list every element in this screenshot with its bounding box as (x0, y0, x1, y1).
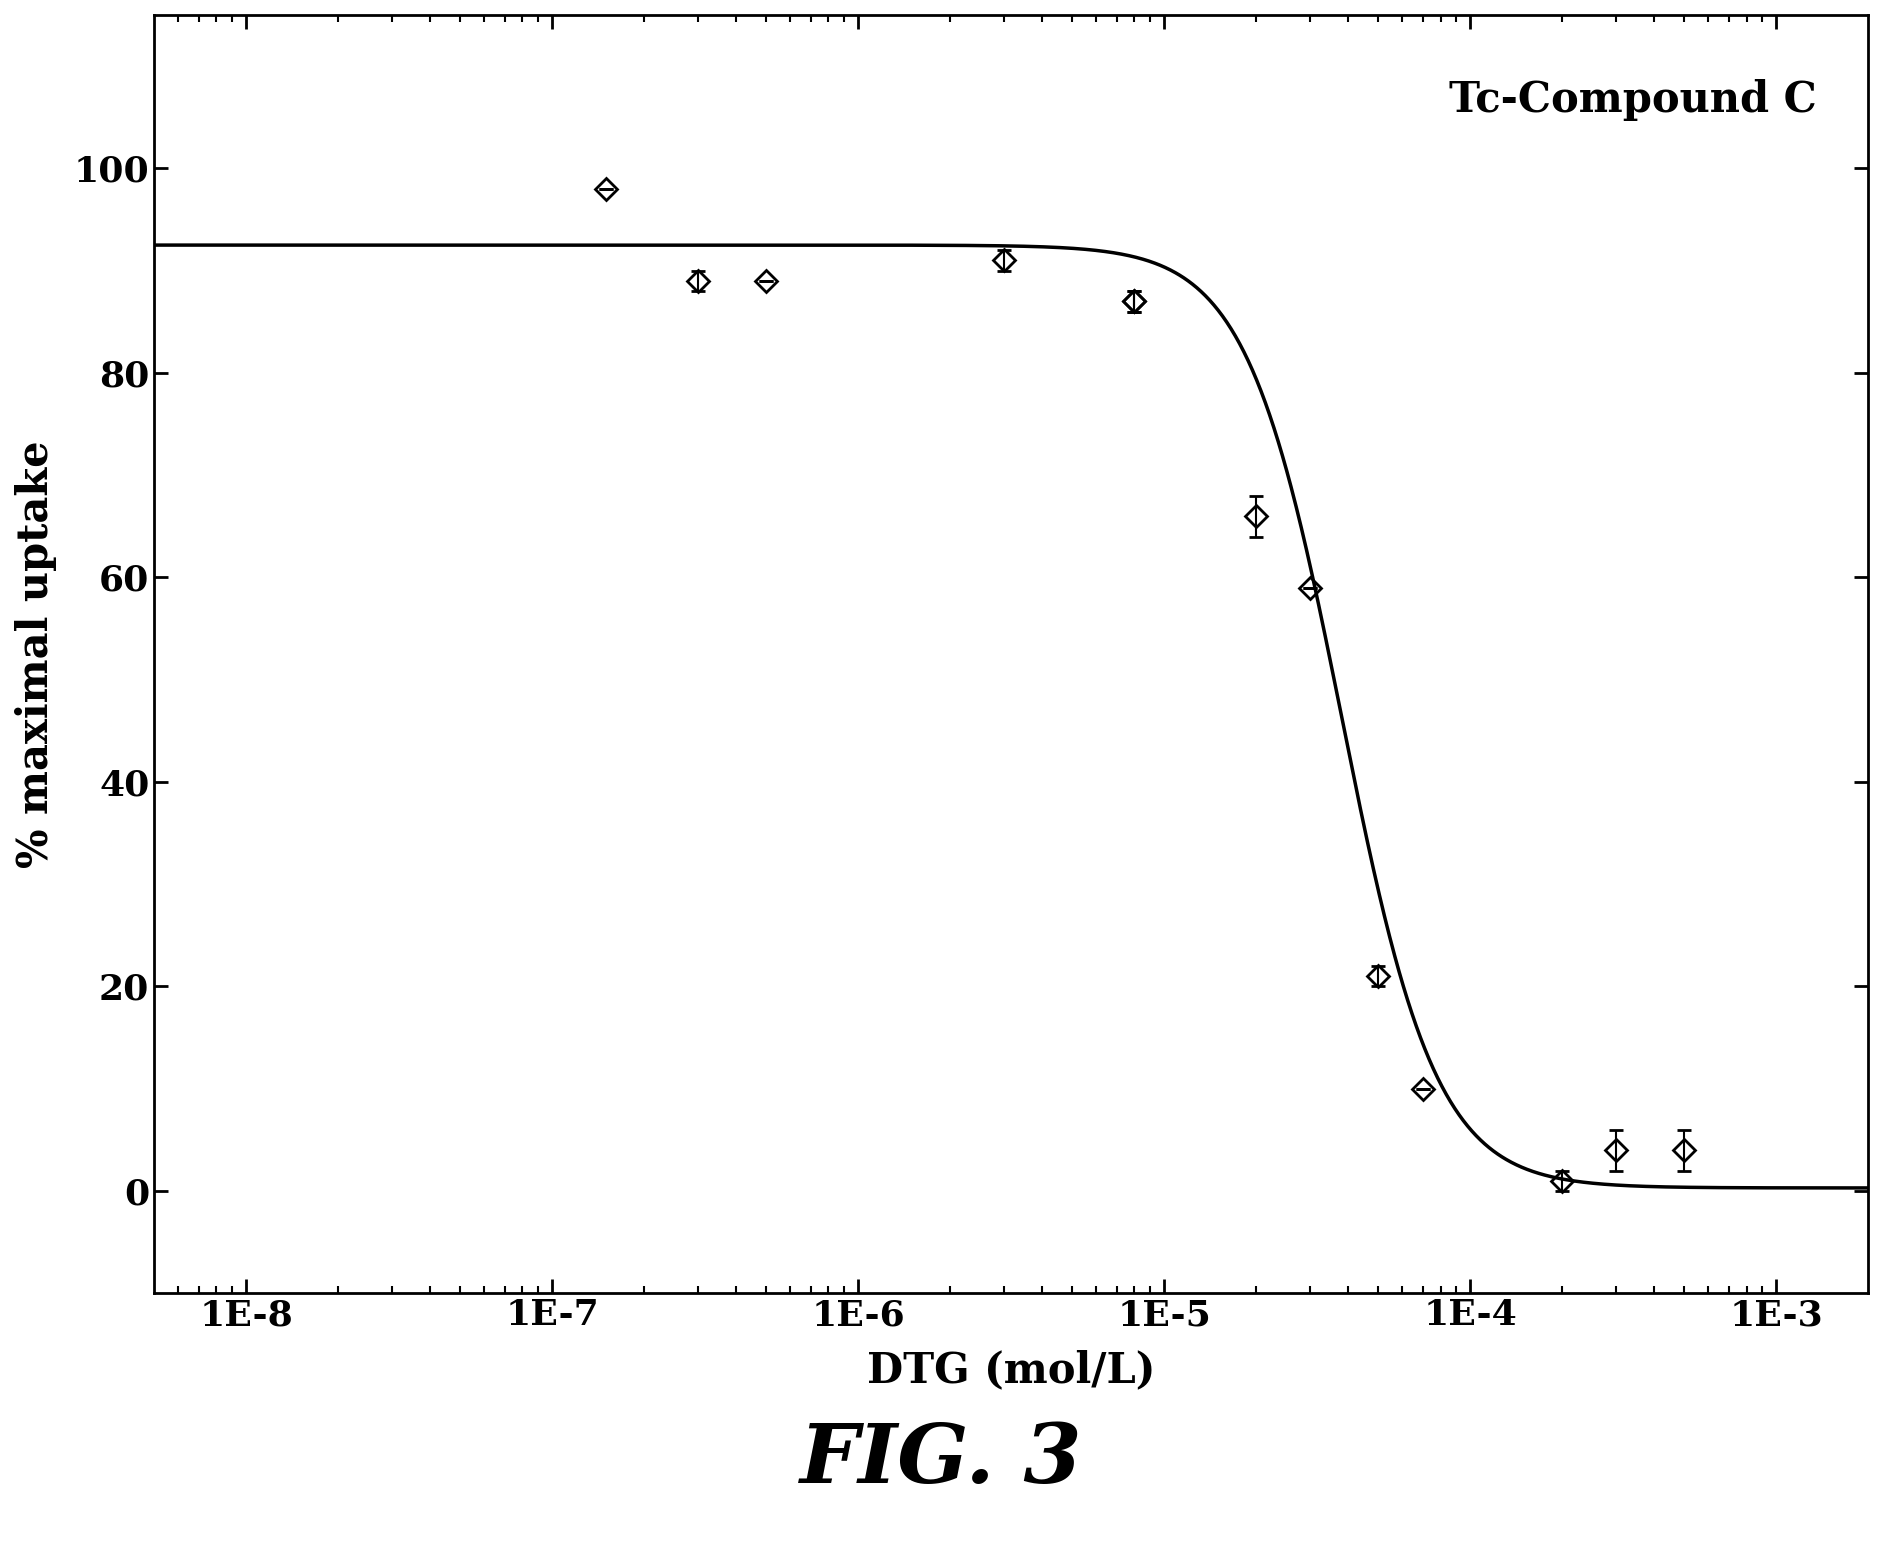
Text: Tc-Compound C: Tc-Compound C (1447, 80, 1816, 120)
Text: FIG. 3: FIG. 3 (800, 1420, 1082, 1500)
X-axis label: DTG (mol/L): DTG (mol/L) (866, 1350, 1156, 1390)
Y-axis label: % maximal uptake: % maximal uptake (15, 440, 56, 868)
